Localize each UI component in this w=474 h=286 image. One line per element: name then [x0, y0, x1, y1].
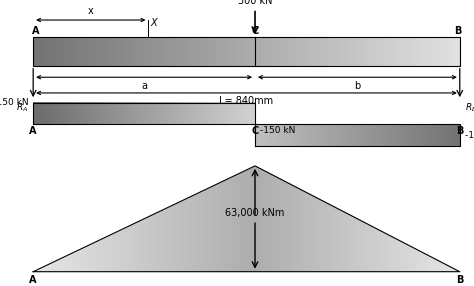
Text: $R_B$: $R_B$ [465, 102, 474, 114]
Text: A: A [29, 275, 37, 285]
Text: x: x [88, 6, 94, 16]
Text: L= 840mm: L= 840mm [219, 96, 273, 106]
Text: A: A [29, 126, 37, 136]
Text: A: A [32, 26, 39, 36]
Bar [33, 37, 460, 66]
Text: B: B [454, 26, 461, 36]
Text: -150 kN: -150 kN [260, 126, 295, 135]
Text: a: a [141, 81, 147, 91]
Text: +150 kN: +150 kN [0, 98, 28, 108]
Text: X: X [151, 18, 157, 28]
Text: $R_A$: $R_A$ [16, 102, 28, 114]
Text: b: b [354, 81, 361, 91]
Text: C: C [251, 126, 259, 136]
Text: 300 kN: 300 kN [238, 0, 272, 6]
Text: -150 kN: -150 kN [465, 131, 474, 140]
Text: C: C [251, 26, 259, 36]
Text: 63,000 kNm: 63,000 kNm [225, 208, 285, 218]
Text: B: B [456, 275, 464, 285]
Text: B: B [456, 126, 464, 136]
